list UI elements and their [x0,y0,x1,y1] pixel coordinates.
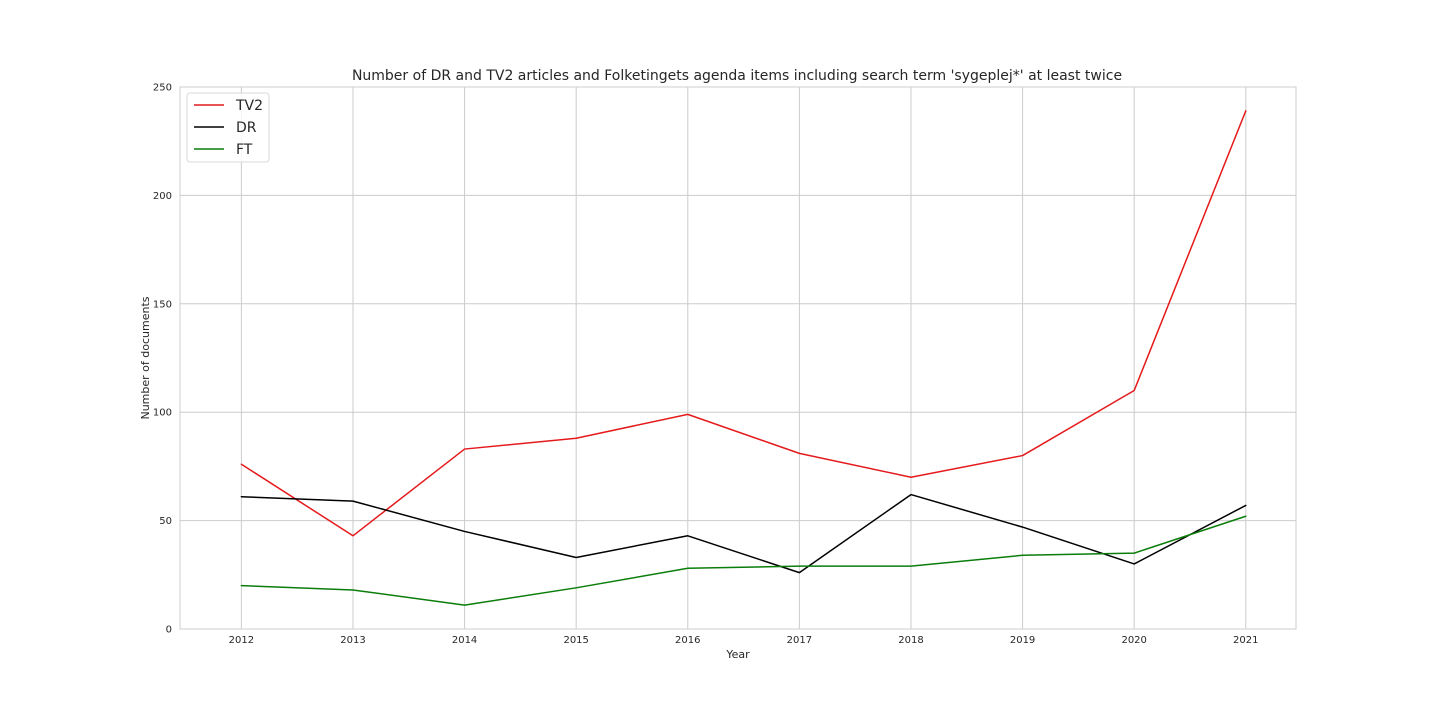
grid [180,86,1296,630]
x-tick-label: 2012 [229,635,254,646]
x-tick-label: 2016 [675,635,700,646]
series-line-tv2 [240,110,1247,537]
y-tick-label: 150 [153,299,172,310]
chart-title: Number of DR and TV2 articles and Folket… [352,68,1122,84]
legend-box [186,92,270,163]
plot-area [179,86,1297,630]
x-tick-label: 2018 [898,635,923,646]
x-tick-label: 2021 [1233,635,1258,646]
y-tick-label: 100 [153,408,172,419]
x-tick-label: 2015 [563,635,588,646]
y-tick-label: 200 [153,191,172,202]
y-tick-label: 0 [166,625,172,636]
x-axis-ticks: 2012 2013 2014 2015 2016 2017 2018 2019 2020 2021 [229,635,1259,646]
x-tick-label: 2019 [1010,635,1035,646]
legend-label-ft: FT [236,142,253,158]
legend-items: TV2 DR FT [194,98,263,158]
x-tick-label: 2017 [787,635,812,646]
y-axis-ticks: 0 50 100 150 200 250 [153,83,172,636]
x-tick-label: 2014 [452,635,477,646]
series-line-ft [240,515,1247,606]
series-line-dr [240,493,1247,574]
y-axis-label: Number of documents [139,296,152,419]
legend: TV2 DR FT [186,92,270,163]
series-lines [240,110,1247,606]
y-tick-label: 50 [159,516,172,527]
legend-label-dr: DR [236,120,257,136]
x-tick-label: 2020 [1121,635,1146,646]
legend-label-tv2: TV2 [235,98,263,114]
x-axis-label: Year [725,648,750,661]
y-tick-label: 250 [153,83,172,94]
x-tick-label: 2013 [340,635,365,646]
